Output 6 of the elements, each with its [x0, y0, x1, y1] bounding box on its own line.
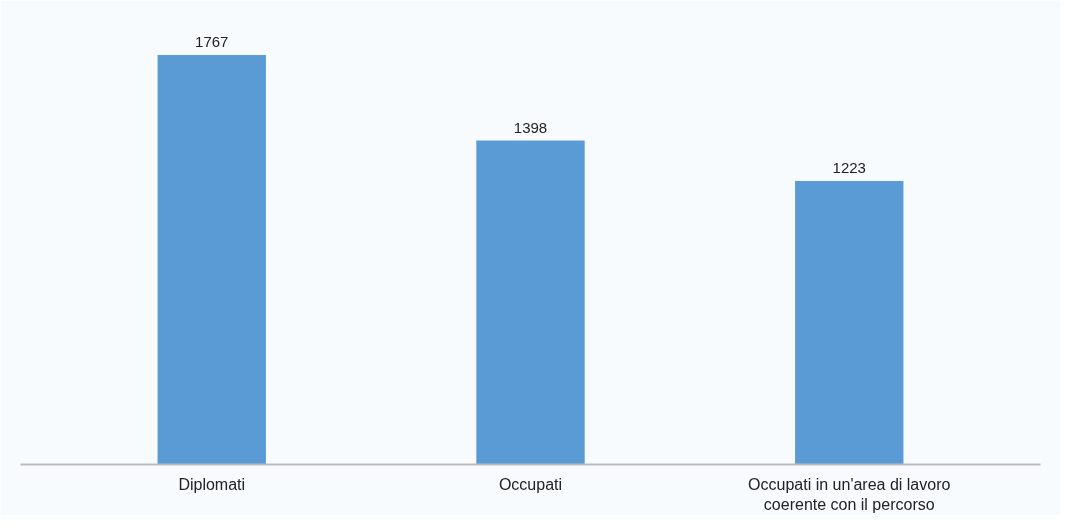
x-tick-label: Occupati in un'area di lavoro coerente con il percorso	[748, 475, 951, 513]
x-tick-label: Diplomati	[178, 475, 246, 493]
data-label: 1767	[195, 33, 229, 51]
data-label: 1398	[513, 118, 548, 136]
data-label: 1223	[832, 159, 866, 177]
x-tick-label: Occupati	[498, 475, 563, 493]
